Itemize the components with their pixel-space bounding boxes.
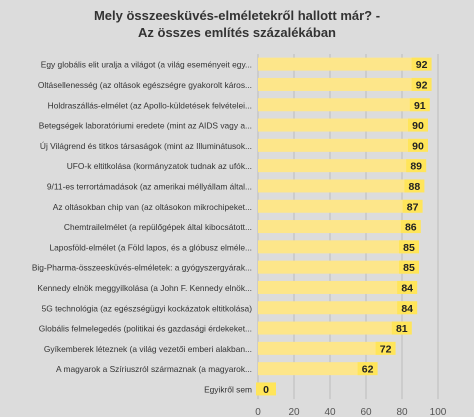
value-label-box	[406, 159, 427, 173]
bar	[258, 301, 410, 315]
value-label: 91	[414, 100, 426, 112]
value-label-box	[256, 382, 276, 396]
bar	[258, 321, 404, 335]
x-tick-label: 80	[396, 407, 408, 417]
bar	[258, 280, 410, 294]
x-tick-label: 20	[288, 407, 300, 417]
value-label-box	[391, 321, 412, 335]
category-label: Oltásellenesség (az oltások egészségre g…	[38, 80, 252, 90]
value-label: 0	[263, 384, 269, 396]
category-label: Új Világrend és titkos társaságok (mint …	[40, 141, 252, 151]
bar	[258, 138, 420, 152]
category-label: UFO-k eltitkolása (kormányzatok tudnak a…	[67, 161, 252, 171]
value-label: 85	[403, 242, 415, 254]
category-label: Egy globális elit uralja a világot (a vi…	[41, 60, 252, 70]
value-label: 87	[407, 201, 419, 213]
category-label: 9/11-es terrortámadások (az amerikai mél…	[47, 181, 252, 191]
x-tick-label: 60	[360, 407, 372, 417]
value-label-box	[399, 260, 419, 274]
value-label: 72	[380, 343, 392, 355]
value-label: 92	[416, 79, 428, 91]
category-label: Globális felmelegedés (politikai és gazd…	[39, 324, 252, 334]
category-label: Big-Pharma-összeesküvés-elméletek: a gyó…	[32, 263, 252, 273]
value-label: 62	[362, 364, 374, 376]
value-label: 85	[403, 262, 415, 274]
bar	[258, 118, 420, 132]
value-label: 88	[409, 181, 421, 193]
bar	[258, 57, 424, 71]
chart-subtitle: Az összes említés százalékában	[138, 25, 336, 40]
category-label: Az oltásokban chip van (az oltásokon mik…	[53, 202, 252, 212]
value-label: 90	[412, 120, 424, 132]
value-label-box	[399, 240, 419, 254]
category-label: Laposföld-elmélet (a Föld lapos, és a gl…	[49, 242, 252, 252]
value-label-box	[400, 220, 421, 234]
x-tick-label: 0	[255, 407, 261, 417]
bar	[258, 77, 424, 91]
value-label: 89	[410, 161, 422, 173]
value-label-box	[402, 199, 423, 213]
value-label-box	[409, 98, 430, 112]
bar	[258, 199, 415, 213]
bar	[258, 341, 388, 355]
value-label-box	[408, 118, 428, 132]
bar	[258, 159, 419, 173]
category-label: Egyikről sem	[204, 384, 252, 394]
category-label: Chemtrailelmélet (a repülőgépek által ki…	[64, 222, 252, 232]
value-label: 84	[401, 303, 413, 315]
value-label-box	[411, 77, 432, 91]
category-label: Gyíkemberek léteznek (a világ vezetői em…	[44, 344, 252, 354]
category-label: A magyarok a Szíriuszról származnak (a m…	[56, 364, 252, 374]
category-label: Kennedy elnök meggyilkolása (a John F. K…	[37, 283, 252, 293]
bar	[258, 362, 370, 376]
value-label-box	[397, 280, 418, 294]
value-label: 84	[401, 282, 413, 294]
value-label-box	[375, 341, 396, 355]
value-label: 81	[396, 323, 408, 335]
value-label-box	[357, 362, 378, 376]
bar	[258, 220, 413, 234]
value-label-box	[404, 179, 425, 193]
bar	[258, 260, 411, 274]
value-label: 90	[412, 140, 424, 152]
value-label-box	[397, 301, 418, 315]
x-tick-label: 40	[324, 407, 336, 417]
bar	[258, 179, 417, 193]
category-label: Holdraszállás-elmélet (az Apollo-küldeté…	[48, 100, 252, 110]
chart-title: Mely összeesküvés-elméletekről hallott m…	[94, 8, 380, 23]
bar	[258, 240, 411, 254]
value-label: 86	[405, 222, 417, 234]
bar	[258, 98, 422, 112]
value-label: 92	[416, 59, 428, 71]
category-label: 5G technológia (az egészségügyi kockázat…	[42, 303, 253, 313]
x-tick-label: 100	[430, 407, 447, 417]
category-label: Betegségek laboratóriumi eredete (mint a…	[39, 121, 252, 131]
value-label-box	[411, 57, 432, 71]
value-label-box	[408, 138, 428, 152]
